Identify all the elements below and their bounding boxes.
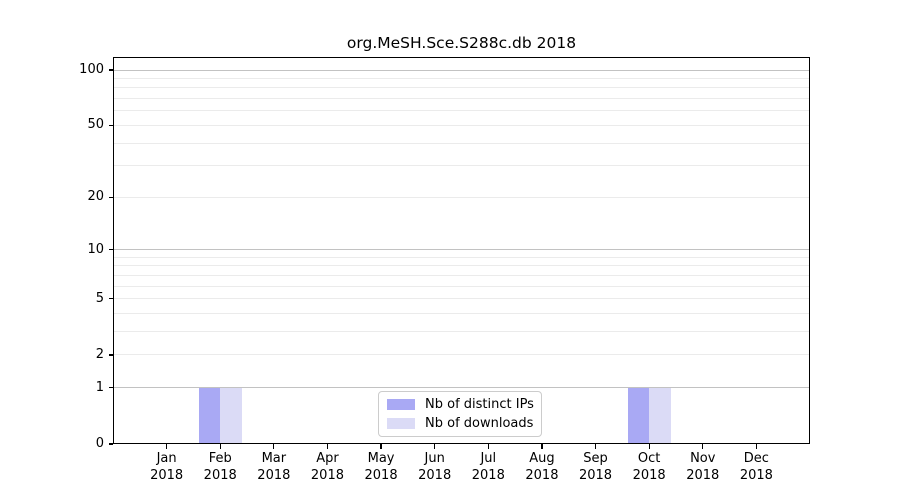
- x-tick-mark: [380, 444, 382, 449]
- x-tick-label: Apr 2018: [295, 451, 359, 484]
- gridline-major: [114, 249, 809, 251]
- x-tick-year: 2018: [578, 467, 613, 483]
- x-tick-month: Mar: [261, 451, 287, 466]
- x-tick-year: 2018: [203, 467, 237, 483]
- x-tick-mark: [165, 444, 168, 449]
- y-tick-mark: [108, 124, 113, 127]
- gridline-minor: [114, 313, 809, 315]
- y-tick-label: 1: [95, 379, 104, 395]
- bar-downloads: [220, 387, 242, 444]
- x-tick-year: 2018: [739, 467, 773, 483]
- x-tick-mark: [594, 444, 597, 449]
- x-tick-mark: [648, 444, 650, 449]
- x-tick-label: Feb 2018: [188, 451, 252, 484]
- y-tick-mark: [108, 443, 113, 445]
- x-tick-month: Jan: [156, 451, 177, 466]
- gridline-minor: [114, 98, 809, 100]
- x-tick-year: 2018: [150, 467, 184, 483]
- x-tick-month: Sep: [583, 451, 608, 466]
- x-tick-month: Jul: [480, 451, 497, 466]
- gridline-minor: [114, 77, 809, 79]
- x-tick-mark: [219, 444, 221, 449]
- x-tick-month: Aug: [529, 451, 555, 466]
- gridline-minor: [114, 196, 809, 198]
- x-tick-year: 2018: [310, 467, 344, 483]
- gridline-minor: [114, 274, 809, 276]
- y-tick-mark: [108, 298, 113, 300]
- x-tick-month: Oct: [637, 451, 661, 466]
- bar-distinct-ips: [198, 387, 221, 444]
- x-tick-label: May 2018: [349, 451, 413, 484]
- y-tick-label: 0: [95, 436, 104, 451]
- legend-swatch: [387, 399, 415, 410]
- gridline-major: [114, 69, 809, 71]
- y-tick-mark: [108, 249, 113, 251]
- gridline-minor: [114, 285, 809, 287]
- x-tick-month: Jun: [424, 451, 445, 466]
- x-tick-year: 2018: [632, 467, 666, 483]
- x-tick-month: May: [367, 451, 395, 466]
- x-tick-label: Jul 2018: [456, 451, 520, 484]
- x-tick-year: 2018: [525, 467, 559, 483]
- x-tick-year: 2018: [471, 467, 505, 483]
- x-tick-year: 2018: [364, 467, 398, 483]
- legend-label: Nb of distinct IPs: [425, 397, 534, 412]
- x-tick-month: Dec: [743, 451, 769, 466]
- x-tick-year: 2018: [418, 467, 452, 483]
- gridline-minor: [114, 124, 809, 126]
- x-tick-label: Jun 2018: [403, 451, 467, 484]
- x-tick-mark: [755, 444, 758, 449]
- x-tick-label: Jan 2018: [135, 451, 199, 484]
- legend-item: Nb of distinct IPs: [387, 397, 541, 412]
- x-tick-mark: [434, 444, 436, 449]
- y-tick-label: 5: [95, 290, 104, 306]
- x-tick-mark: [487, 444, 489, 449]
- x-tick-label: Nov 2018: [671, 451, 735, 484]
- gridline-minor: [114, 87, 809, 89]
- bar-distinct-ips: [627, 387, 650, 444]
- x-tick-month: Feb: [208, 451, 232, 466]
- x-tick-label: Sep 2018: [564, 451, 628, 484]
- x-tick-year: 2018: [686, 467, 720, 483]
- gridline-minor: [114, 142, 809, 144]
- bar-downloads: [649, 387, 671, 444]
- x-tick-label: Oct 2018: [617, 451, 681, 484]
- y-tick-mark: [108, 354, 113, 356]
- x-tick-year: 2018: [257, 467, 291, 483]
- plot-area-border: [113, 57, 810, 444]
- x-tick-mark: [702, 444, 704, 449]
- y-tick-label: 20: [87, 189, 104, 205]
- y-tick-mark: [108, 69, 113, 71]
- gridline-major: [114, 387, 809, 389]
- gridline-minor: [114, 110, 809, 112]
- y-tick-label: 2: [95, 346, 104, 362]
- legend-swatch: [387, 418, 415, 429]
- y-tick-label: 50: [87, 117, 104, 133]
- x-tick-month: Apr: [316, 451, 339, 466]
- gridline-minor: [114, 331, 809, 333]
- x-tick-mark: [541, 444, 543, 449]
- gridline-minor: [114, 165, 809, 167]
- gridline-minor: [114, 256, 809, 258]
- y-tick-mark: [108, 196, 113, 198]
- x-tick-label: Dec 2018: [724, 451, 788, 484]
- gridline-minor: [114, 354, 809, 356]
- gridline-minor: [114, 265, 809, 267]
- chart-title: org.MeSH.Sce.S288c.db 2018: [346, 34, 577, 52]
- x-tick-month: Nov: [690, 451, 716, 466]
- x-tick-mark: [273, 444, 275, 449]
- legend: Nb of distinct IPs Nb of downloads: [378, 391, 542, 437]
- legend-label: Nb of downloads: [425, 416, 534, 431]
- x-tick-label: Aug 2018: [510, 451, 574, 484]
- y-tick-mark: [108, 387, 113, 389]
- x-tick-mark: [326, 444, 329, 449]
- legend-item: Nb of downloads: [387, 416, 541, 431]
- x-tick-label: Mar 2018: [242, 451, 306, 484]
- y-tick-label: 100: [79, 62, 104, 77]
- y-tick-label: 10: [87, 241, 104, 257]
- gridline-minor: [114, 298, 809, 300]
